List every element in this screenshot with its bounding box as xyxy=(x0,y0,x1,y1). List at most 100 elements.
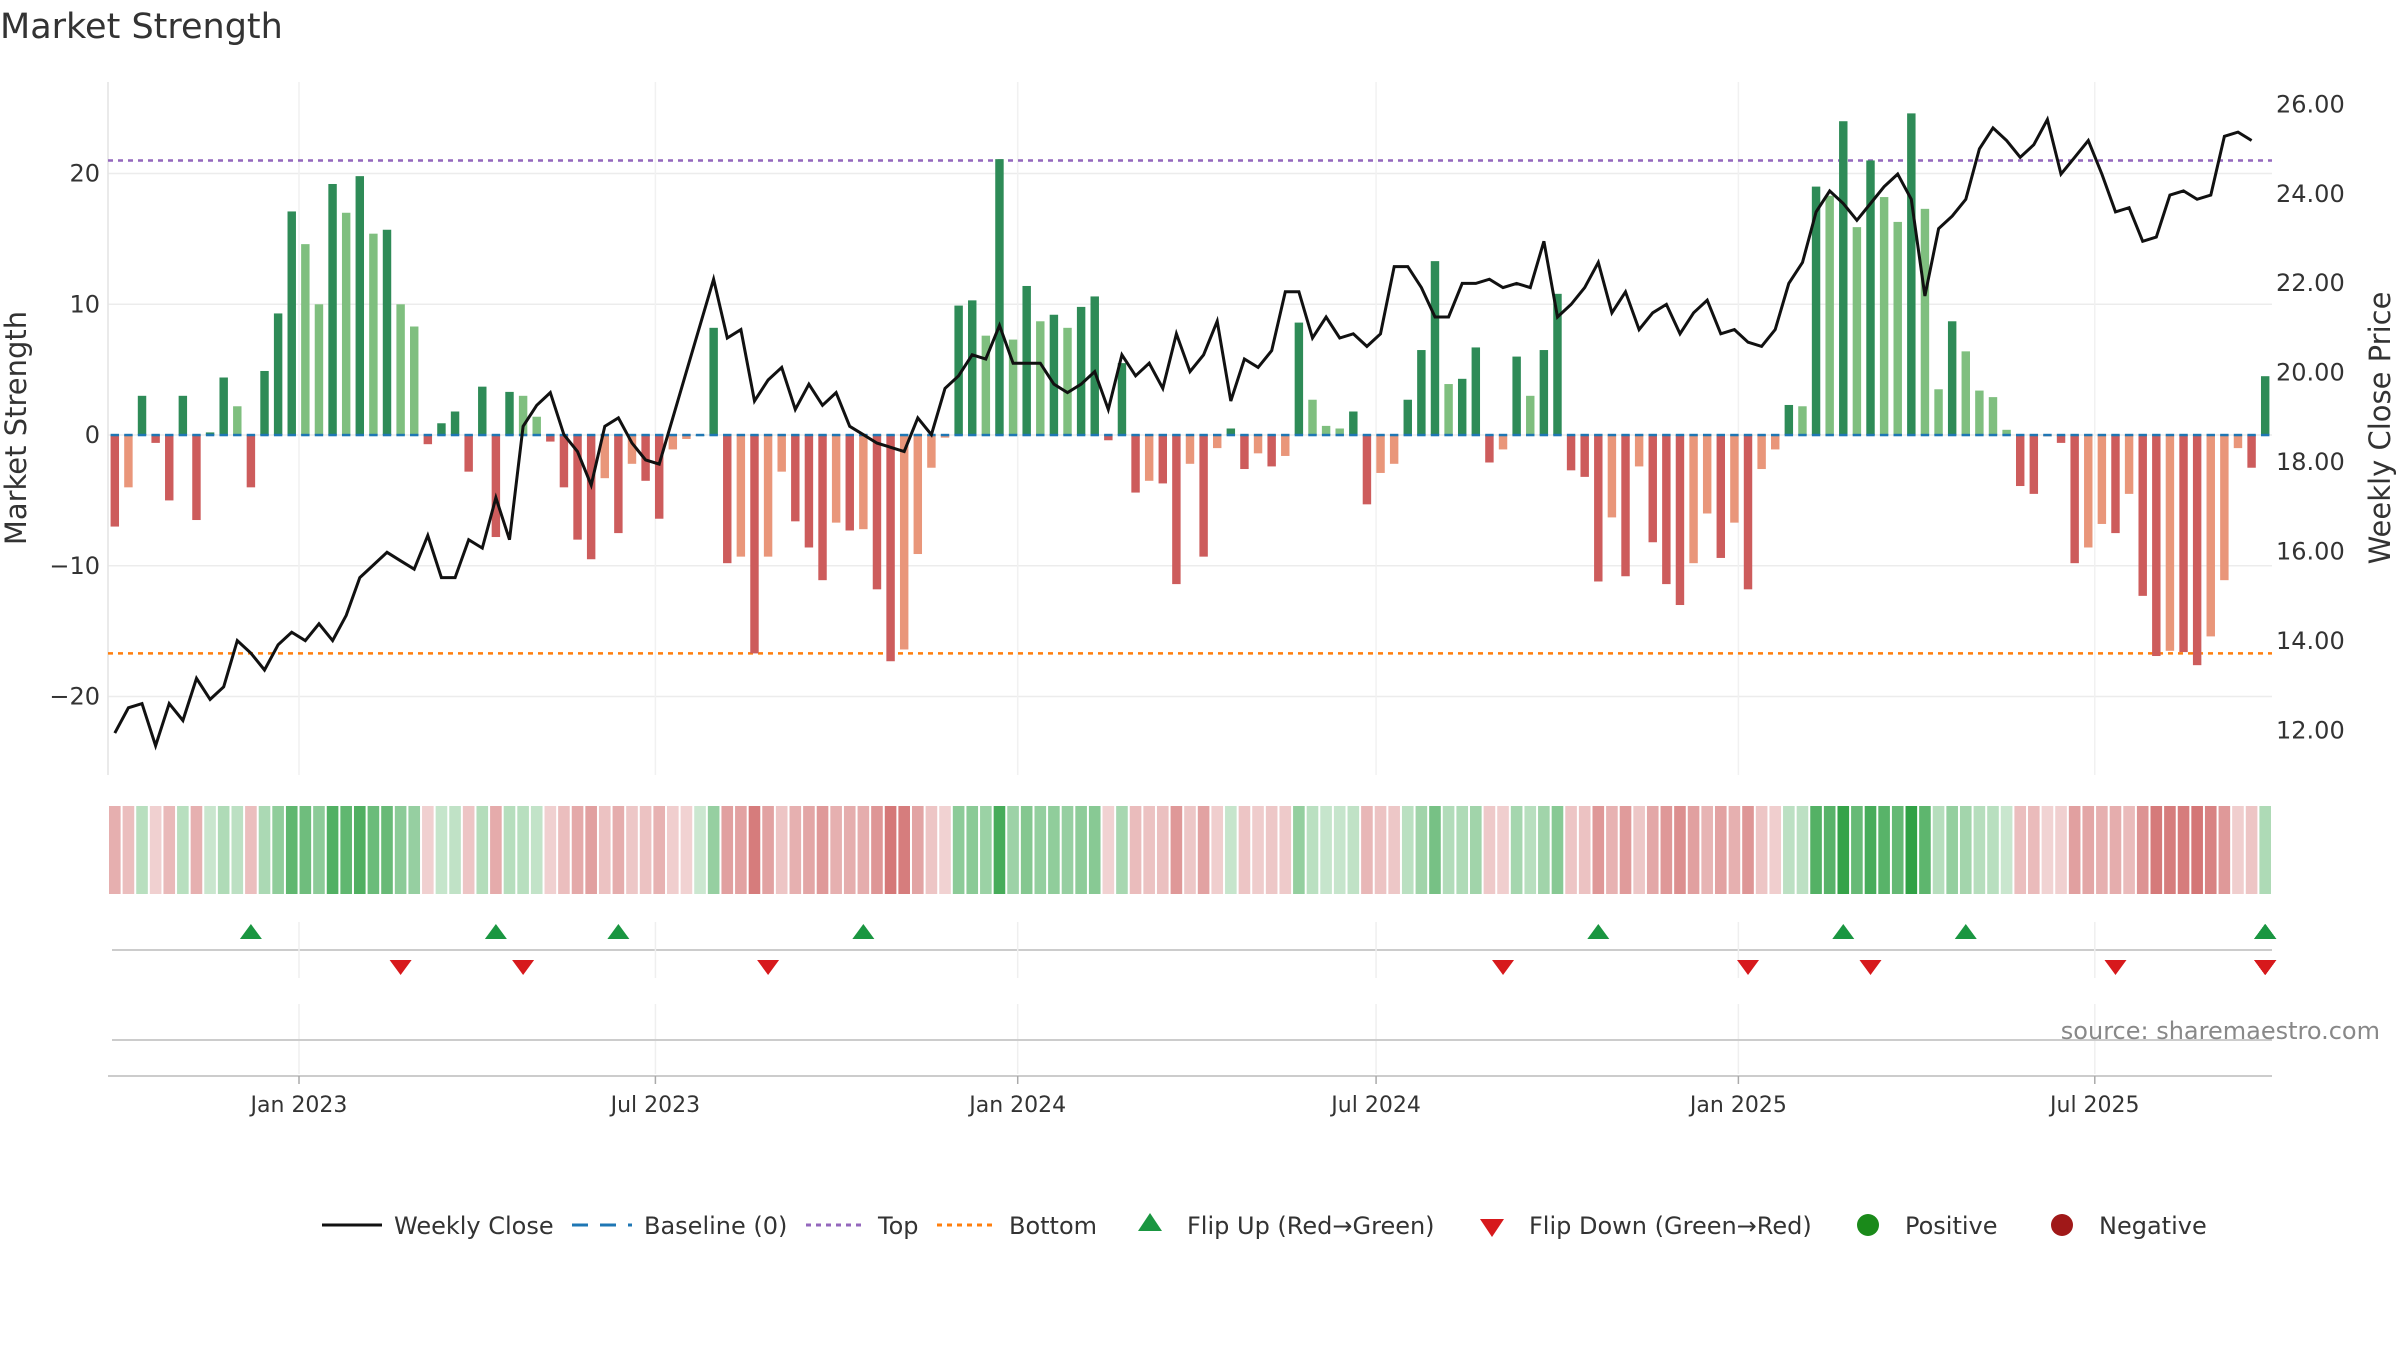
strip-cell xyxy=(217,806,230,894)
strip-cell xyxy=(911,806,924,894)
strength-bar xyxy=(1471,347,1481,436)
strength-bar xyxy=(1281,435,1290,456)
strength-bar xyxy=(2084,435,2093,548)
strip-cell xyxy=(408,806,421,894)
strength-bar xyxy=(2056,435,2066,443)
strength-bar xyxy=(2002,429,2011,436)
strength-bar xyxy=(1634,435,1644,467)
strength-bar xyxy=(2260,376,2270,436)
strength-bar xyxy=(1199,435,1208,557)
strength-bar xyxy=(287,211,296,436)
strip-cell xyxy=(707,806,720,894)
strength-bar xyxy=(491,435,501,538)
strength-bar xyxy=(791,435,800,522)
strip-cell xyxy=(1306,806,1319,894)
strength-bar xyxy=(1539,350,1549,436)
strength-bar xyxy=(1498,435,1508,450)
strength-bar xyxy=(1158,435,1167,484)
strength-bar xyxy=(668,435,678,450)
strength-bar xyxy=(723,435,732,564)
strength-bar xyxy=(1716,435,1726,558)
strip-cell xyxy=(1279,806,1292,894)
strength-bar xyxy=(2029,435,2039,494)
strength-bar xyxy=(1675,435,1685,606)
strip-cell xyxy=(830,806,842,894)
strip-cell xyxy=(367,806,380,894)
legend-label: Bottom xyxy=(1009,1212,1097,1240)
strength-bar xyxy=(1172,435,1181,585)
strength-bar xyxy=(423,435,433,445)
strip-cell xyxy=(571,806,584,894)
strip-cell xyxy=(1470,806,1482,894)
flip-up-marker xyxy=(239,924,262,939)
strip-cell xyxy=(517,806,529,894)
right-tick-label: 26.00 xyxy=(2276,90,2345,118)
strength-bar xyxy=(532,416,541,436)
strength-bar xyxy=(709,327,718,436)
strip-cell xyxy=(2259,806,2271,894)
strength-bar xyxy=(995,159,1004,436)
strip-cell xyxy=(503,806,516,894)
strength-bar xyxy=(682,435,691,439)
strength-bar xyxy=(1879,197,1889,436)
strip-cell xyxy=(299,806,312,894)
strength-bar xyxy=(1294,322,1304,436)
strip-cell xyxy=(1755,806,1768,894)
strip-cell xyxy=(1156,806,1169,894)
flip-up-marker xyxy=(484,924,507,939)
strength-bar xyxy=(2111,435,2120,534)
strip-cell xyxy=(1034,806,1047,894)
strip-cell xyxy=(803,806,815,894)
strip-cell xyxy=(1116,806,1128,894)
strip-cell xyxy=(177,806,189,894)
strength-bar xyxy=(1798,406,1807,436)
strip-cell xyxy=(1891,806,1904,894)
legend-label: Baseline (0) xyxy=(644,1212,787,1240)
strength-bar xyxy=(968,300,977,436)
right-tick-label: 24.00 xyxy=(2276,180,2345,208)
strip-cell xyxy=(2055,806,2067,894)
strength-bar xyxy=(886,435,895,662)
flip-down-marker xyxy=(2104,960,2127,975)
strength-bar xyxy=(1512,356,1521,436)
strip-cell xyxy=(612,806,625,894)
strip-cell xyxy=(680,806,693,894)
strength-bar xyxy=(178,395,188,436)
strip-cell xyxy=(1714,806,1727,894)
strip-cell xyxy=(1197,806,1210,894)
strip-cell xyxy=(1143,806,1155,894)
strip-cell xyxy=(1973,806,1986,894)
right-tick-label: 16.00 xyxy=(2276,537,2345,565)
strip-cell xyxy=(462,806,475,894)
legend-label: Weekly Close xyxy=(394,1212,554,1240)
strip-cell xyxy=(381,806,393,894)
flip-down-marker xyxy=(757,960,780,975)
strip-cell xyxy=(1415,806,1428,894)
strength-bar xyxy=(1852,227,1862,436)
strength-bar xyxy=(1988,397,1998,436)
strip-cell xyxy=(190,806,203,894)
strip-cell xyxy=(1823,806,1836,894)
strength-bar xyxy=(913,435,923,555)
strip-cell xyxy=(1429,806,1441,894)
strength-bar xyxy=(1049,314,1059,436)
strip-cell xyxy=(694,806,706,894)
strength-bar xyxy=(1253,435,1263,454)
strength-bar xyxy=(1444,384,1453,436)
strip-cell xyxy=(2136,806,2149,894)
strength-bar xyxy=(518,395,528,436)
strength-bar xyxy=(1907,113,1916,436)
strip-cell xyxy=(1633,806,1645,894)
strip-cell xyxy=(1184,806,1196,894)
strength-bar xyxy=(1036,321,1045,436)
strip-cell xyxy=(653,806,666,894)
left-tick-label: −20 xyxy=(49,683,100,711)
strength-bar xyxy=(859,435,868,530)
strength-bar xyxy=(1104,435,1113,441)
strength-bar xyxy=(1008,339,1018,436)
strength-bar xyxy=(505,391,514,436)
strip-cell xyxy=(1102,806,1115,894)
strip-cell xyxy=(598,806,611,894)
strength-bar xyxy=(2206,435,2215,637)
strip-cell xyxy=(2123,806,2135,894)
